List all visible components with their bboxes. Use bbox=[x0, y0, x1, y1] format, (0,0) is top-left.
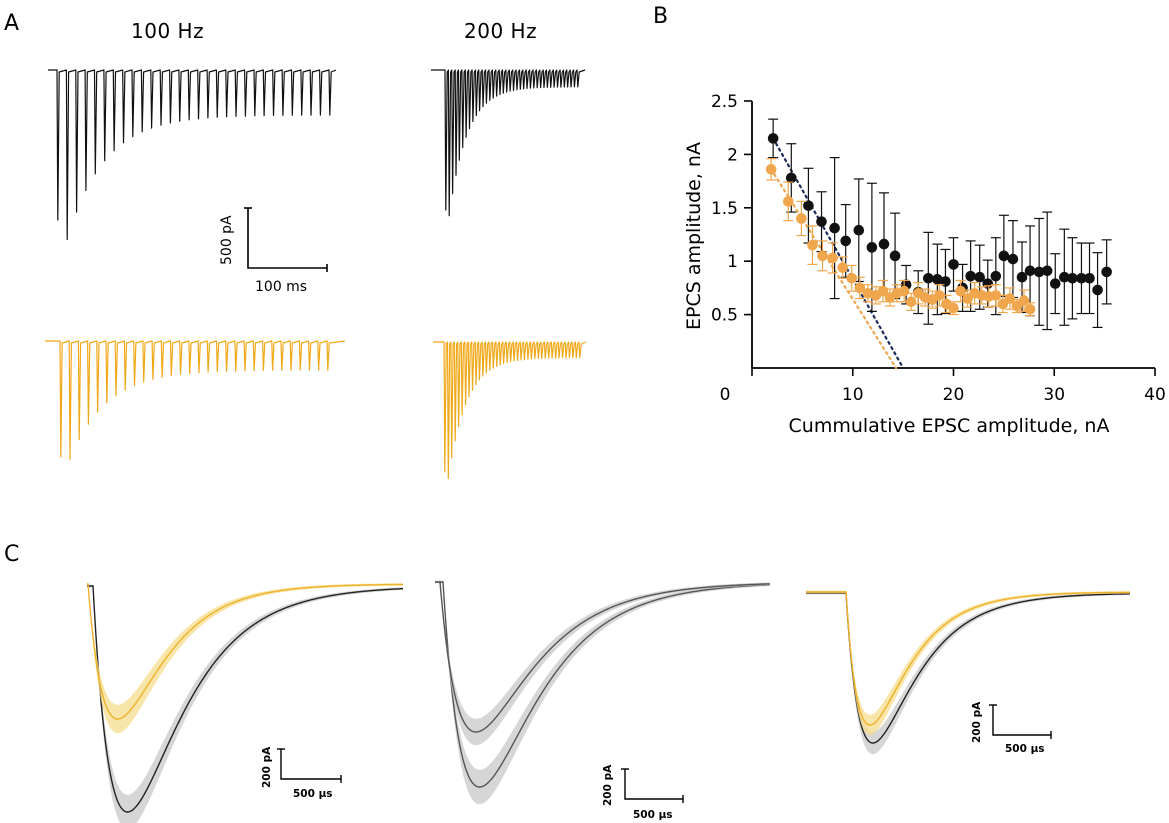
train-black-200hz bbox=[431, 70, 585, 216]
x-tick-label: 0 bbox=[720, 385, 731, 405]
data-point bbox=[837, 262, 848, 273]
data-point bbox=[807, 240, 818, 251]
data-point bbox=[1050, 278, 1061, 289]
data-point bbox=[899, 286, 910, 297]
data-point bbox=[1042, 266, 1053, 277]
y-tick-label: 0.5 bbox=[711, 306, 738, 326]
x-axis-label: Cummulative EPSC amplitude, nA bbox=[789, 415, 1110, 437]
x-tick-label: 10 bbox=[842, 385, 864, 405]
c2-gray-high-line bbox=[435, 582, 770, 732]
x-tick-label: 40 bbox=[1144, 385, 1166, 405]
chart-b: 0 10 20 30 40 0.5 1 1.5 2 2.5 Cummulative EPSC am… bbox=[683, 92, 1166, 437]
y-tick-label: 1.5 bbox=[711, 199, 738, 219]
figure: A B C 100 Hz 200 Hz 500 pA 100 ms 0 10 20 3… bbox=[0, 0, 1169, 823]
condition-100hz: 100 Hz bbox=[131, 19, 204, 43]
data-point bbox=[829, 223, 840, 234]
data-point bbox=[853, 225, 864, 236]
train-orange-100hz bbox=[45, 341, 345, 459]
scale-bar-lines bbox=[281, 749, 341, 779]
data-point bbox=[1084, 273, 1095, 284]
data-point bbox=[991, 271, 1002, 282]
data-point bbox=[796, 213, 807, 224]
data-point bbox=[1092, 285, 1103, 296]
data-point bbox=[1025, 266, 1036, 277]
data-point bbox=[1025, 304, 1036, 315]
data-point bbox=[846, 273, 857, 284]
data-point bbox=[879, 239, 890, 250]
c2-gray-high-band bbox=[435, 581, 770, 745]
scale-bar-c1: 200 pA 500 µs bbox=[261, 746, 341, 800]
data-point bbox=[1067, 273, 1078, 284]
condition-200hz: 200 Hz bbox=[464, 19, 537, 43]
c1-orange-band bbox=[87, 583, 403, 733]
data-point bbox=[766, 164, 777, 175]
x-tick-label: 20 bbox=[943, 385, 965, 405]
data-point bbox=[948, 259, 959, 270]
scale-bar-x-label: 500 µs bbox=[633, 809, 673, 821]
train-orange-200hz bbox=[433, 342, 586, 479]
data-point bbox=[817, 251, 828, 262]
data-point bbox=[783, 196, 794, 207]
y-tick-label: 2 bbox=[727, 145, 738, 165]
stimulus-trains bbox=[45, 70, 586, 479]
scale-bar-x-label: 500 µs bbox=[293, 788, 333, 800]
scale-bar-c2: 200 pA 500 µs bbox=[602, 764, 683, 821]
c3-black-band bbox=[806, 592, 1130, 754]
panel-label-b: B bbox=[653, 4, 668, 29]
scale-bar-c3: 200 pA 500 µs bbox=[971, 701, 1051, 755]
c3-orange-band bbox=[806, 591, 1130, 735]
data-point bbox=[827, 253, 838, 264]
data-point bbox=[1008, 254, 1019, 265]
data-point bbox=[999, 251, 1010, 262]
data-point bbox=[1101, 267, 1112, 278]
scale-bar-lines bbox=[625, 769, 683, 799]
c3-black-line bbox=[806, 593, 1130, 743]
x-tick-label: 30 bbox=[1043, 385, 1065, 405]
y-axis-label: EPCS amplitude, nA bbox=[683, 142, 705, 330]
scale-bar-lines bbox=[993, 705, 1051, 735]
y-tick-label: 2.5 bbox=[711, 92, 738, 112]
scale-bar-y-label: 200 pA bbox=[602, 764, 614, 806]
train-black-100hz bbox=[48, 70, 336, 240]
panel-label-a: A bbox=[4, 11, 19, 36]
panel-label-c: C bbox=[4, 542, 19, 567]
scale-bar-lines bbox=[248, 208, 327, 268]
data-point bbox=[923, 273, 934, 284]
scale-bar-y-label: 200 pA bbox=[971, 701, 983, 743]
data-point bbox=[890, 251, 901, 262]
data-point bbox=[840, 236, 851, 247]
scale-bar-x-label: 100 ms bbox=[255, 279, 307, 295]
data-point bbox=[906, 296, 917, 307]
data-point bbox=[965, 271, 976, 282]
chart-axes: 0 10 20 30 40 0.5 1 1.5 2 2.5 bbox=[711, 92, 1166, 405]
scale-bar-y-label: 200 pA bbox=[261, 746, 273, 788]
scale-bar-a: 500 pA 100 ms bbox=[219, 208, 327, 295]
data-point bbox=[816, 216, 827, 227]
chart-points bbox=[766, 119, 1112, 329]
scale-bar-y-label: 500 pA bbox=[219, 215, 235, 265]
data-point bbox=[948, 303, 959, 314]
y-tick-label: 1 bbox=[727, 252, 738, 272]
data-point bbox=[768, 133, 779, 144]
data-point bbox=[1019, 295, 1030, 306]
data-point bbox=[867, 242, 878, 253]
scale-bar-x-label: 500 µs bbox=[1005, 743, 1045, 755]
